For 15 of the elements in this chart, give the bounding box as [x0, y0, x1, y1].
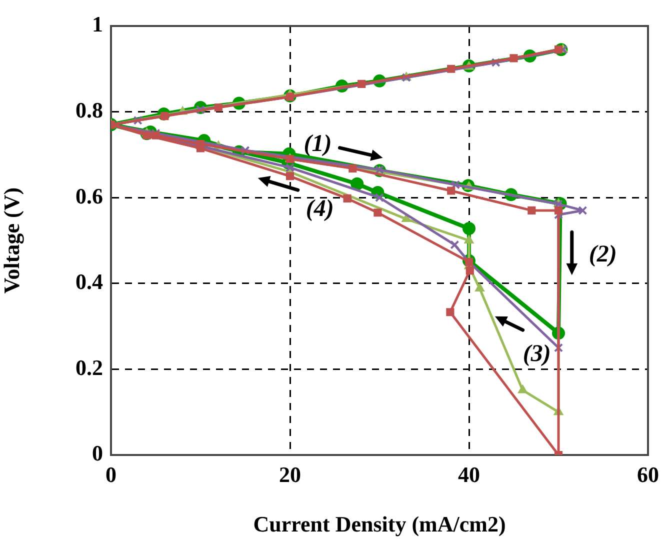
annotation: (4)	[306, 196, 334, 222]
y-axis-title: Voltage (V)	[0, 187, 24, 294]
y-tick-label: 0	[92, 440, 103, 466]
y-tick-label: 1	[92, 12, 103, 37]
x-tick-label: 20	[279, 462, 301, 487]
y-tick-label: 0.6	[76, 183, 103, 208]
y-tick-label: 0.2	[76, 354, 103, 380]
annotation: (1)	[304, 131, 332, 158]
annotation: (2)	[588, 241, 617, 268]
x-tick-label: 40	[458, 462, 480, 487]
x-tick-label: 60	[637, 462, 659, 487]
x-axis-title: Current Density (mA/cm2)	[253, 511, 506, 536]
y-tick-label: 0.4	[76, 269, 103, 294]
annotation: (3)	[522, 341, 551, 368]
y-tick-label: 0.8	[76, 97, 103, 122]
